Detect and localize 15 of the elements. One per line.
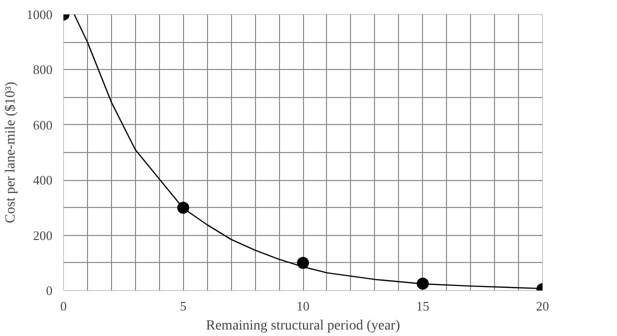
y-tick-label: 0 <box>46 283 52 298</box>
x-tick-label: 20 <box>536 298 549 314</box>
x-tick-label: 0 <box>60 298 67 314</box>
y-axis-title: Cost per lane-mile ($10³) <box>4 81 18 224</box>
point <box>297 256 309 269</box>
y-tick-label: 200 <box>33 228 52 243</box>
point <box>416 278 429 290</box>
x-tick-label: 10 <box>296 298 310 314</box>
y-tick-label: 800 <box>33 62 52 78</box>
y-tick-label: 1000 <box>26 7 52 22</box>
x-axis-title: Remaining structural period (year) <box>206 318 400 334</box>
x-tick-label: 5 <box>180 298 186 314</box>
y-tick-label: 400 <box>33 172 52 188</box>
x-tick-label: 15 <box>416 298 430 314</box>
y-tick-label: 600 <box>33 117 52 132</box>
